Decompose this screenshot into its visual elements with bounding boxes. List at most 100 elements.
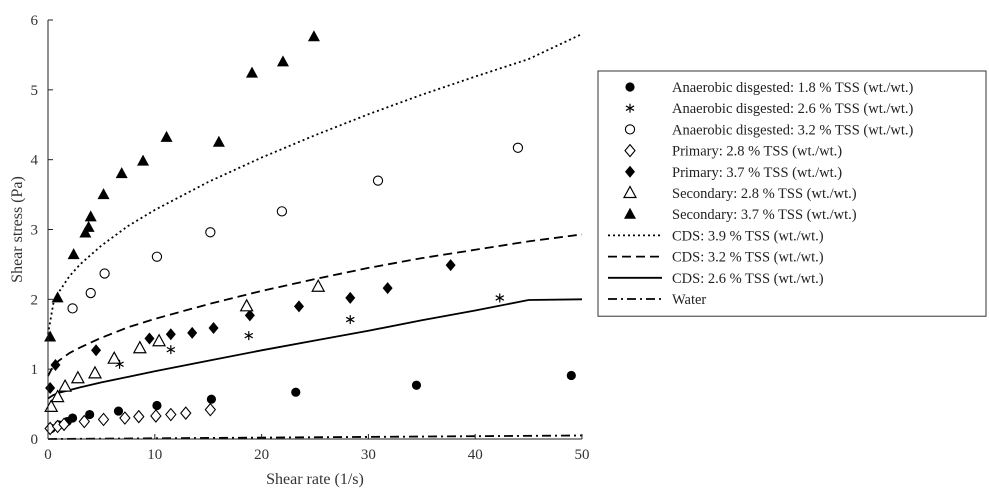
data-point [307,30,320,42]
data-point [244,331,254,341]
legend-label: Secondary: 2.8 % TSS (wt./wt.) [672,186,857,202]
series-line-9 [47,298,583,400]
data-point [97,188,110,200]
data-point [160,130,173,142]
legend-label: Primary: 3.7 % TSS (wt./wt.) [672,165,842,181]
data-point [85,409,95,420]
x-tick-label: 20 [254,447,269,463]
x-tick-label: 10 [147,447,162,463]
legend-marker [625,103,635,113]
data-point [58,378,73,392]
legend-label: Anaerobic disgested: 2.6 % TSS (wt./wt.) [672,101,914,117]
legend-marker [624,207,636,219]
data-point [495,293,505,303]
legend-label: CDS: 3.9 % TSS (wt./wt.) [672,228,824,244]
data-point [208,321,219,334]
legend-label: Anaerobic disgested: 3.2 % TSS (wt./wt.) [672,122,914,138]
data-point [99,268,110,279]
data-point [84,210,97,222]
data-point [245,66,258,78]
star-stroke [345,316,355,323]
data-point [137,154,150,166]
data-point [87,365,103,379]
data-point [293,300,304,313]
data-point [58,417,70,432]
plot-area [44,30,583,440]
y-tick-label: 3 [31,223,39,239]
x-tick-label: 40 [468,447,483,463]
x-tick-label: 0 [44,447,52,463]
star-stroke [495,295,505,301]
data-point [512,142,524,153]
y-tick-label: 1 [31,362,39,378]
star-stroke [625,105,635,111]
data-point [382,282,393,295]
data-point [165,328,176,341]
data-point [133,409,145,424]
data-point [113,406,124,416]
x-axis-title: Shear rate (1/s) [266,471,364,488]
data-point [119,411,131,425]
data-point [165,407,177,422]
data-point [276,206,288,217]
data-point [204,402,217,417]
data-point [150,409,162,423]
legend-label: CDS: 3.2 % TSS (wt./wt.) [672,250,824,266]
data-point [206,394,217,404]
data-point [132,340,147,354]
data-point [239,298,254,312]
data-point [166,345,176,355]
star-stroke [244,332,254,339]
data-point [345,315,355,325]
y-tick-label: 6 [31,13,39,29]
series-line-10 [47,434,583,440]
data-point [244,309,255,322]
legend-box [597,70,987,317]
data-point [50,358,61,371]
data-point [144,332,155,345]
y-axis-title: Shear stress (Pa) [9,176,26,283]
data-point [51,291,64,303]
data-point [180,406,192,421]
x-tick-label: 30 [361,447,376,463]
data-point [152,333,167,347]
legend-marker [624,143,636,158]
legend-marker [625,82,635,92]
data-point [50,389,65,403]
data-point [79,226,92,238]
axes: 0 10 20 30 40 50 0 1 2 3 4 5 6 [31,13,590,463]
y-tick-label: 4 [31,153,39,169]
data-point [411,380,422,390]
x-tick-label: 50 [575,447,590,463]
series-line-8 [47,233,583,377]
data-point [82,220,95,232]
star-stroke [166,346,176,353]
data-point [85,287,96,299]
data-point [291,387,301,397]
data-point [566,370,576,381]
legend-marker [622,185,638,199]
data-point [97,412,110,427]
legend-label: Water [672,292,706,308]
legend-label: Primary: 2.8 % TSS (wt./wt.) [672,144,842,160]
data-point [107,350,122,364]
legend-marker [624,124,636,135]
y-tick-label: 2 [31,292,39,308]
legend-label: Anaerobic disgested: 1.8 % TSS (wt./wt.) [672,80,914,96]
data-point [44,330,57,342]
data-point [311,279,326,292]
data-point [276,55,289,67]
data-point [78,414,91,429]
legend: Anaerobic disgested: 1.8 % TSS (wt./wt.)… [597,70,987,317]
data-point [115,167,128,179]
data-point [91,344,102,357]
data-point [372,175,384,186]
data-point [67,248,80,260]
data-point [212,135,225,147]
data-point [205,227,216,238]
y-tick-label: 0 [31,432,39,448]
data-point [445,259,456,272]
y-tick-label: 5 [31,83,39,99]
